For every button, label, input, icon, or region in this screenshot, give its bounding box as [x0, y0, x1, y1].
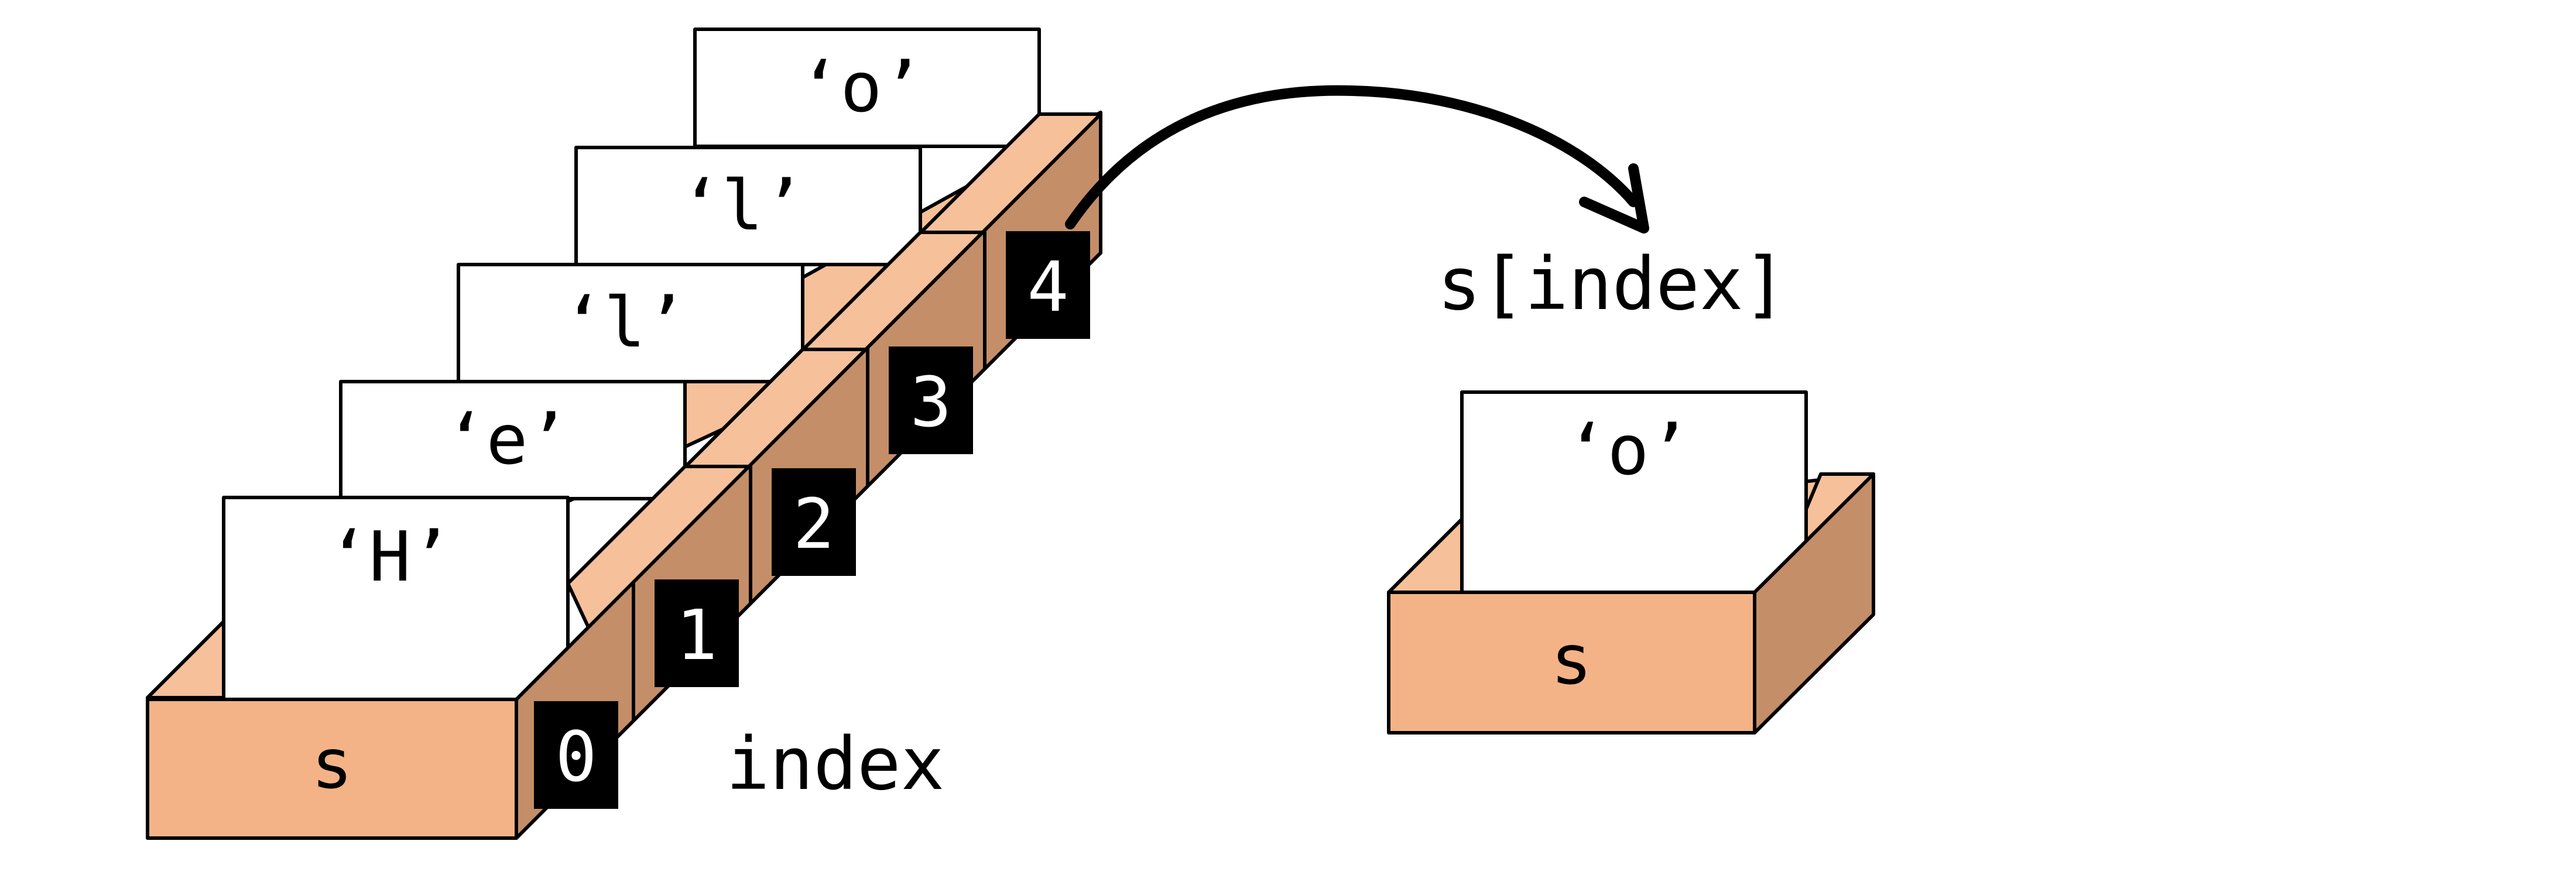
result-box-front [1387, 591, 1756, 735]
index-tag-1: 1 [655, 579, 739, 687]
string-array: ‘o’ ‘l’ ‘l’ ‘e’ ‘H’ s [146, 28, 1102, 840]
result-card: ‘o’ [1460, 390, 1808, 594]
card-0: ‘H’ [222, 496, 570, 701]
result: s[index] ‘o’ s [1387, 242, 1875, 735]
arrow-head-icon [1579, 163, 1649, 234]
array-box-label: s [311, 723, 352, 804]
index-tag-2-label: 2 [793, 483, 834, 564]
index-tag-0-label: 0 [555, 716, 597, 797]
result-box-label: s [1550, 619, 1592, 700]
result-card-char: ‘o’ [1566, 410, 1690, 490]
index-tag-4-label: 4 [1027, 246, 1068, 327]
card-2-char: ‘l’ [562, 282, 687, 363]
index-tag-1-label: 1 [676, 595, 717, 675]
card-3: ‘l’ [574, 146, 922, 266]
card-4: ‘o’ [693, 28, 1041, 148]
index-tag-4: 4 [1006, 231, 1090, 339]
array-box-front [146, 698, 518, 840]
index-tag-3-label: 3 [910, 362, 951, 442]
card-1-char: ‘e’ [444, 399, 569, 480]
card-0-char: ‘H’ [327, 516, 452, 597]
card-2: ‘l’ [457, 263, 804, 383]
index-tag-0: 0 [534, 701, 618, 809]
result-expression: s[index] [1437, 242, 1787, 327]
lookup-arrow [1065, 85, 1649, 234]
index-tag-2: 2 [772, 468, 856, 576]
card-1: ‘e’ [339, 380, 687, 500]
card-3-char: ‘l’ [680, 165, 804, 246]
array-box-left-top [146, 620, 225, 699]
card-4-char: ‘o’ [799, 47, 923, 128]
index-tag-3: 3 [889, 346, 973, 454]
index-axis-label: index [726, 722, 944, 807]
